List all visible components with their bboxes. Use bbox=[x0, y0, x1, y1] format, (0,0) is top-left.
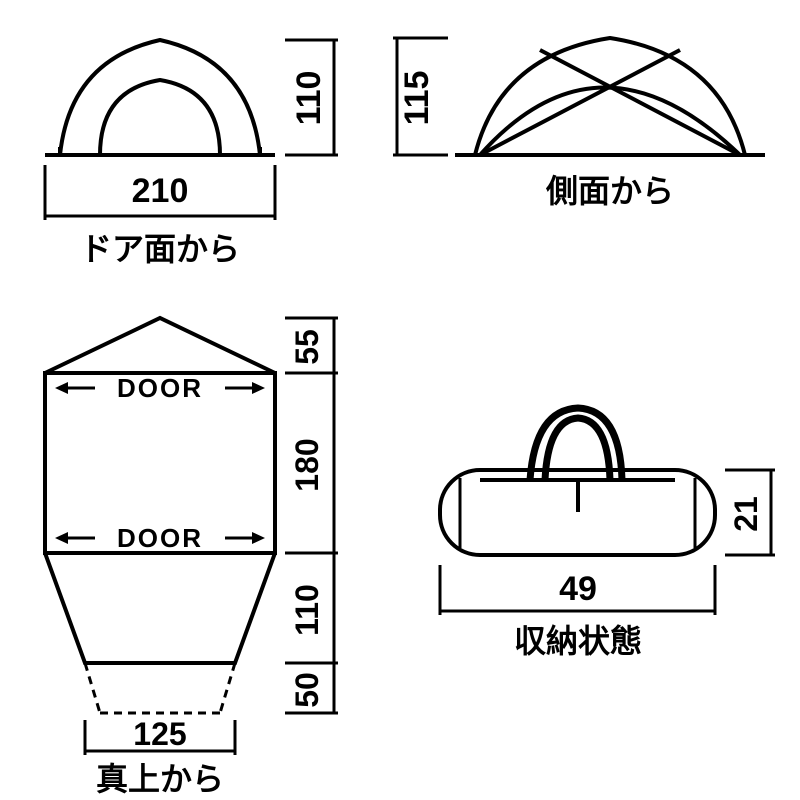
door-upper-label: DOOR bbox=[117, 373, 203, 403]
top-dim-50: 50 bbox=[289, 672, 325, 708]
side-caption: 側面から bbox=[545, 173, 674, 209]
bag-caption: 収納状態 bbox=[514, 623, 642, 659]
top-dims-right: 55 180 110 50 bbox=[285, 318, 338, 713]
side-height-label: 115 bbox=[398, 71, 436, 126]
bag-height-dim: 21 bbox=[725, 470, 775, 555]
bag-width-label: 49 bbox=[559, 570, 597, 608]
front-width-dim: 210 bbox=[45, 165, 275, 220]
top-dim-180: 180 bbox=[289, 438, 325, 491]
bag-width-dim: 49 bbox=[440, 565, 715, 615]
front-view: 210 110 ドア面から bbox=[45, 40, 338, 267]
top-dim-110: 110 bbox=[289, 584, 325, 636]
top-caption: 真上から bbox=[96, 761, 224, 797]
front-width-label: 210 bbox=[132, 172, 189, 210]
top-dim-125-label: 125 bbox=[133, 716, 186, 752]
front-height-dim: 110 bbox=[285, 40, 338, 155]
door-lower-label: DOOR bbox=[117, 523, 203, 553]
side-height-dim: 115 bbox=[393, 38, 448, 155]
side-view: 115 側面から bbox=[393, 38, 765, 209]
door-lower: DOOR bbox=[55, 523, 265, 553]
bag-height-label: 21 bbox=[728, 496, 764, 532]
front-height-label: 110 bbox=[290, 71, 328, 126]
front-caption: ドア面から bbox=[80, 231, 240, 267]
top-dim-125: 125 bbox=[85, 716, 235, 755]
door-upper: DOOR bbox=[55, 373, 265, 403]
top-dim-55: 55 bbox=[289, 329, 325, 365]
bag-view: 49 21 収納状態 bbox=[440, 408, 775, 659]
top-view: DOOR DOOR 55 180 110 50 125 bbox=[45, 318, 338, 797]
